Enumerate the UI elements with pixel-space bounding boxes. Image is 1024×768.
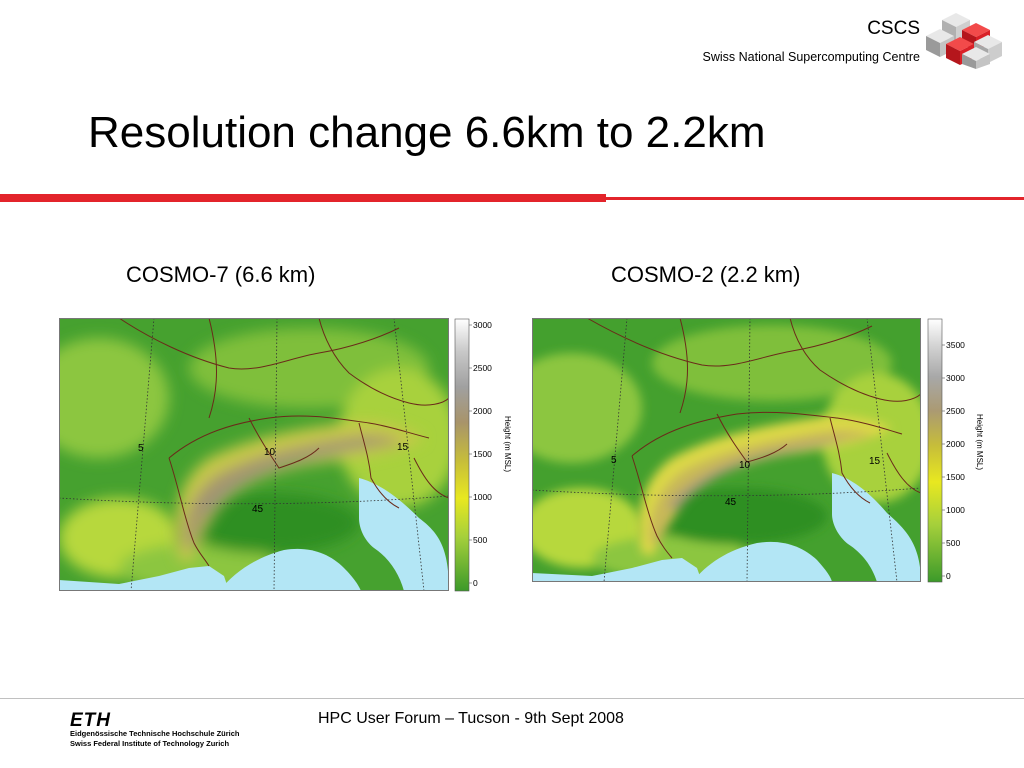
eth-name-english: Swiss Federal Institute of Technology Zu…: [70, 739, 230, 748]
cosmo2-height-map: 5 10 15 45: [532, 318, 921, 582]
cosmo2-colorbar-tick: 3500: [946, 340, 965, 350]
cosmo2-colorbar-tick: 2500: [946, 406, 965, 416]
cosmo7-colorbar-label: Height (m MSL): [503, 416, 512, 472]
cosmo7-colorbar-tick: 500: [473, 535, 487, 545]
cosmo2-lat-label: 45: [725, 497, 737, 508]
cosmo2-colorbar: 3500 3000 2500 2000 1500 1000 500 0 Heig…: [927, 318, 984, 583]
cscs-abbreviation: CSCS: [867, 18, 920, 39]
cscs-cube-logo-icon: [926, 13, 1002, 69]
slide-title: Resolution change 6.6km to 2.2km: [88, 108, 766, 157]
cosmo2-colorbar-tick: 1500: [946, 472, 965, 482]
cosmo2-lon-center-label: 10: [739, 460, 751, 471]
cosmo7-colorbar-tick: 3000: [473, 320, 492, 330]
cosmo7-height-map: 5 10 15 45: [59, 318, 449, 591]
cosmo2-colorbar-label: Height (m MSL): [975, 414, 984, 470]
cosmo7-lon-center-label: 10: [264, 447, 276, 458]
cosmo7-colorbar-tick: 1000: [473, 492, 492, 502]
footer-event-text: HPC User Forum – Tucson - 9th Sept 2008: [318, 710, 624, 727]
cosmo2-lon-east-label: 15: [869, 456, 881, 467]
cosmo7-lon-west-label: 5: [138, 443, 144, 454]
cosmo2-colorbar-tick: 1000: [946, 505, 965, 515]
cosmo2-colorbar-tick: 500: [946, 538, 960, 548]
cosmo7-colorbar-tick: 2000: [473, 406, 492, 416]
cosmo7-caption: COSMO-7 (6.6 km): [126, 262, 316, 287]
cosmo2-colorbar-tick: 2000: [946, 439, 965, 449]
cosmo7-colorbar-tick: 1500: [473, 449, 492, 459]
cosmo2-caption: COSMO-2 (2.2 km): [611, 262, 801, 287]
eth-logo: ETH: [70, 710, 111, 731]
cosmo7-colorbar-tick: 0: [473, 578, 478, 588]
cosmo7-lon-east-label: 15: [397, 442, 409, 453]
cscs-full-name: Swiss National Supercomputing Centre: [702, 50, 920, 64]
cosmo2-colorbar-tick: 0: [946, 571, 951, 581]
cosmo7-lat-label: 45: [252, 504, 264, 515]
footer-rule: [0, 698, 1024, 699]
cosmo7-colorbar: 3000 2500 2000 1500 1000 500 0 Height (m…: [454, 318, 512, 592]
title-rule-thick: [0, 194, 606, 202]
cosmo7-colorbar-tick: 2500: [473, 363, 492, 373]
cosmo2-colorbar-tick: 3000: [946, 373, 965, 383]
title-rule-thin: [606, 197, 1024, 200]
eth-name-german: Eidgenössische Technische Hochschule Zür…: [70, 729, 240, 738]
cosmo2-lon-west-label: 5: [611, 455, 617, 466]
